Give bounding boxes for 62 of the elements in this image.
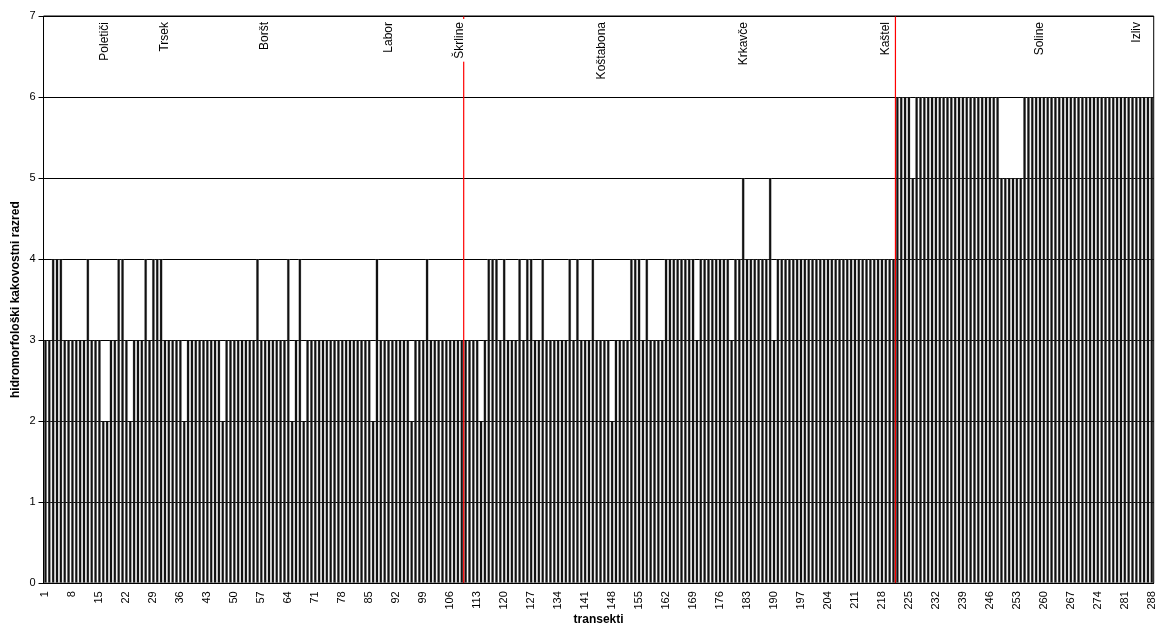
x-tick-label: 120	[497, 591, 510, 610]
x-tick-label: 22	[119, 591, 132, 604]
x-tick-label: 1	[38, 591, 51, 598]
x-tick-label: 43	[200, 591, 213, 604]
annotation: Škrline	[451, 21, 467, 59]
annotation: Labor	[380, 21, 395, 53]
x-tick-label: 204	[821, 591, 834, 610]
y-tick-label: 5	[29, 171, 36, 184]
x-tick-label: 225	[901, 591, 914, 610]
annotation: Soline	[1032, 21, 1047, 56]
x-tick-label: 190	[767, 591, 780, 610]
annotation: Kaštel	[878, 22, 893, 56]
x-tick-label: 232	[928, 591, 941, 610]
x-tick-label: 176	[713, 591, 726, 610]
x-tick-label: 169	[686, 591, 699, 610]
x-tick-label: 50	[227, 591, 240, 604]
x-tick-label: 78	[335, 591, 348, 604]
x-tick-label: 162	[659, 591, 672, 610]
y-tick-label: 4	[29, 252, 36, 265]
y-tick-label: 3	[29, 333, 36, 346]
x-tick-label: 71	[308, 591, 321, 604]
annotation: Izliv	[1128, 22, 1143, 43]
x-tick-label: 57	[254, 591, 267, 604]
x-tick-label: 218	[874, 591, 887, 610]
x-tick-label: 274	[1090, 591, 1103, 610]
x-tick-label: 281	[1117, 591, 1130, 610]
x-tick-label: 99	[416, 591, 429, 604]
x-axis-title: transekti	[573, 612, 624, 627]
x-tick-label: 134	[551, 591, 564, 610]
x-tick-label: 127	[524, 591, 537, 610]
x-tick-label: 29	[146, 591, 159, 604]
annotation: Trsek	[157, 21, 172, 52]
y-tick-label: 6	[29, 90, 36, 103]
y-tick-label: 2	[29, 414, 36, 427]
x-tick-label: 288	[1144, 591, 1157, 610]
x-tick-label: 155	[632, 591, 645, 610]
y-axis-title: hidromorfološki kakovostni razred	[7, 201, 22, 398]
x-tick-label: 113	[470, 591, 483, 609]
annotation: Koštabona	[594, 21, 609, 80]
x-tick-label: 183	[740, 591, 753, 610]
x-tick-label: 197	[794, 591, 807, 610]
x-tick-label: 106	[443, 591, 456, 610]
x-tick-label: 260	[1036, 591, 1049, 610]
x-tick-label: 8	[65, 591, 78, 598]
y-tick-label: 7	[29, 9, 36, 22]
x-tick-label: 267	[1063, 591, 1076, 610]
x-tick-label: 85	[362, 591, 375, 604]
annotation: Krkavče	[736, 21, 751, 66]
x-tick-label: 239	[955, 591, 968, 610]
y-tick-label: 0	[29, 576, 36, 589]
y-tick-label: 1	[29, 495, 36, 508]
x-tick-label: 253	[1009, 591, 1022, 610]
x-tick-label: 141	[578, 591, 591, 610]
x-tick-label: 36	[173, 591, 186, 604]
x-tick-label: 148	[605, 591, 618, 610]
annotation: Poletiči	[96, 22, 111, 61]
annotation: Boršt	[257, 21, 272, 51]
x-tick-label: 92	[389, 591, 402, 604]
x-tick-label: 246	[982, 591, 995, 610]
x-tick-label: 64	[281, 591, 294, 604]
x-tick-label: 15	[92, 591, 105, 604]
x-tick-label: 211	[847, 591, 860, 609]
